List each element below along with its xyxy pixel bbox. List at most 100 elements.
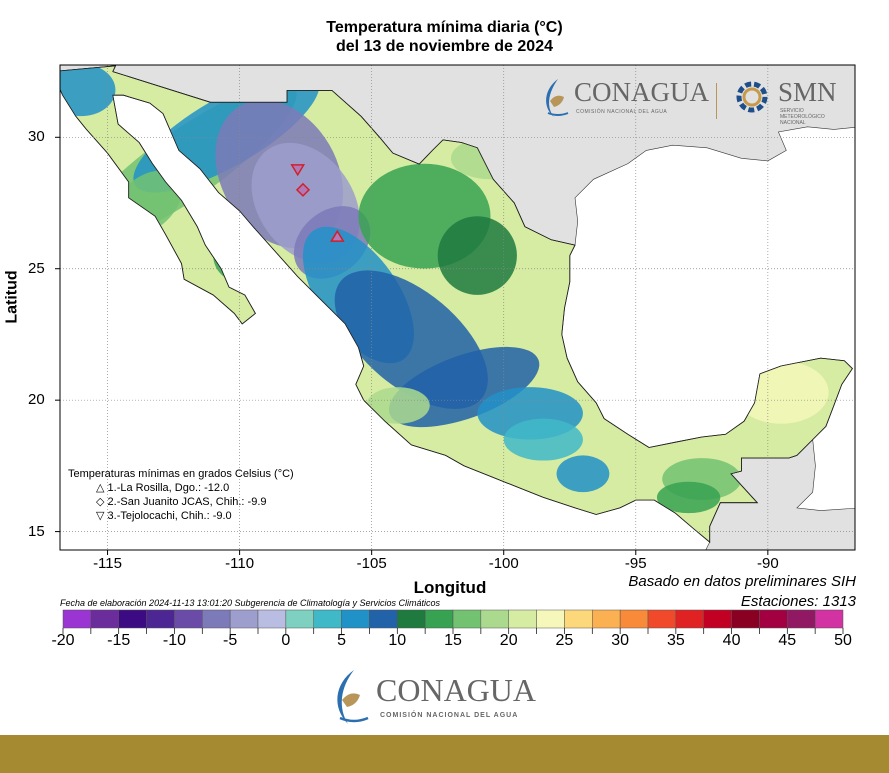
title-line-2: del 13 de noviembre de 2024 xyxy=(336,38,553,55)
x-tick-label: -115 xyxy=(93,555,122,572)
y-tick-label: 20 xyxy=(28,391,45,409)
legend-item: ▽ 3.-Tejolocachi, Chih.: -9.0 xyxy=(68,509,294,523)
triangle-up-icon: △ xyxy=(96,482,105,494)
smn-logo-icon xyxy=(736,81,768,113)
diamond-marker xyxy=(295,182,311,197)
colorbar-bin xyxy=(369,609,398,629)
colorbar-label: 5 xyxy=(337,632,347,649)
colorbar-bin xyxy=(229,609,259,629)
temperature-zone xyxy=(503,418,583,461)
colorbar-bin xyxy=(118,609,147,629)
colorbar-bin xyxy=(90,609,119,629)
logo-header: CONAGUA COMISIÓN NACIONAL DEL AGUA SMN S… xyxy=(540,75,850,126)
plot-frame xyxy=(59,64,856,551)
colorbar-bin xyxy=(257,609,287,629)
colorbar-bin xyxy=(592,609,621,629)
conagua-logo-icon xyxy=(546,79,569,117)
temperature-zone xyxy=(656,481,721,514)
colorbar-bin xyxy=(341,609,370,629)
y-tick-label: 30 xyxy=(28,128,45,146)
colorbar-bin xyxy=(397,609,426,629)
x-tick-label: -100 xyxy=(488,555,519,572)
colorbar-bin xyxy=(285,609,314,629)
colorbar-label: 15 xyxy=(444,632,462,649)
colorbar-label: -10 xyxy=(162,632,186,649)
colorbar-bin xyxy=(146,609,175,629)
legend-item-label: 3.-Tejolocachi, Chih.: -9.0 xyxy=(107,510,232,522)
colorbar-label: 40 xyxy=(722,632,741,649)
colorbar-bin xyxy=(814,609,844,629)
temperature-zone xyxy=(556,455,610,493)
colorbar-bin xyxy=(480,609,509,629)
colorbar-label: 30 xyxy=(611,632,630,649)
station-markers xyxy=(290,164,345,242)
triangle-down-marker xyxy=(290,164,306,177)
colorbar-bin xyxy=(536,609,565,629)
triangle-down-icon: ▽ xyxy=(96,510,105,522)
legend-item: △ 1.-La Rosilla, Dgo.: -12.0 xyxy=(68,481,294,495)
map-title: Temperatura mínima diaria (°C) del 13 de… xyxy=(0,18,889,56)
extremes-legend: Temperaturas mínimas en grados Celsius (… xyxy=(68,467,294,523)
colorbar-label: -5 xyxy=(223,632,238,649)
colorbar-bin xyxy=(508,609,537,629)
colorbar-bin xyxy=(731,609,760,629)
colorbar-bin xyxy=(703,609,732,629)
logo-divider xyxy=(716,83,717,119)
colorbar-bin xyxy=(787,609,816,629)
colorbar-bin xyxy=(452,609,482,629)
x-tick-label: -105 xyxy=(356,555,387,572)
conagua-logo-icon xyxy=(337,670,369,724)
colorbar-bin xyxy=(202,609,231,629)
colorbar-bin xyxy=(424,609,454,629)
legend-item-label: 2.-San Juanito JCAS, Chih.: -9.9 xyxy=(107,496,267,508)
colorbar-bin xyxy=(62,609,92,629)
colorbar-bin xyxy=(647,609,677,629)
data-source-note: Basado en datos preliminares SIH xyxy=(628,573,856,590)
smn-logo-subtitle: SERVICIO METEOROLÓGICO NACIONAL xyxy=(780,108,825,126)
colorbar-label: 20 xyxy=(499,632,518,649)
colorbar-bin xyxy=(564,609,593,629)
colorbar-label: -15 xyxy=(107,632,131,649)
temperature-zone xyxy=(60,65,116,117)
colorbar-label: 0 xyxy=(281,632,291,649)
colorbar-label: -20 xyxy=(51,632,75,649)
y-tick-label: 15 xyxy=(28,522,45,540)
legend-item: ◇ 2.-San Juanito JCAS, Chih.: -9.9 xyxy=(68,495,294,509)
colorbar-bin xyxy=(619,609,649,629)
mexico-outline xyxy=(60,65,853,543)
x-tick-label: -95 xyxy=(624,555,647,572)
colorbar-label: 25 xyxy=(555,632,574,649)
axis-ticks xyxy=(55,136,769,555)
conagua-logo-text: CONAGUA xyxy=(376,672,536,708)
x-axis-label: Longitud xyxy=(413,578,487,597)
colorbar-bin xyxy=(675,609,704,629)
temperature-zone xyxy=(366,387,430,424)
colorbar-bin xyxy=(759,609,788,629)
elaboration-date: Fecha de elaboración 2024-11-13 13:01:20… xyxy=(60,598,441,608)
colorbar-label: 45 xyxy=(778,632,797,649)
x-tick-label: -90 xyxy=(756,555,779,572)
footer-band xyxy=(0,735,889,773)
conagua-logo-subtitle: COMISIÓN NACIONAL DEL AGUA xyxy=(576,109,668,115)
conagua-logo-text: CONAGUA xyxy=(574,77,709,107)
conagua-footer-logo: CONAGUA COMISIÓN NACIONAL DEL AGUA xyxy=(330,668,570,728)
colorbar-label: 35 xyxy=(666,632,685,649)
smn-logo-text: SMN xyxy=(778,77,837,107)
x-tick-label: -110 xyxy=(225,555,255,572)
legend-item-label: 1.-La Rosilla, Dgo.: -12.0 xyxy=(107,482,230,494)
colorbar-label: 50 xyxy=(834,632,852,649)
conagua-logo-subtitle: COMISIÓN NACIONAL DEL AGUA xyxy=(380,712,519,719)
colorbar xyxy=(62,609,844,634)
colorbar-label: 10 xyxy=(388,632,407,649)
legend-title: Temperaturas mínimas en grados Celsius (… xyxy=(68,468,294,480)
temperature-zone xyxy=(437,216,517,295)
colorbar-bin xyxy=(313,609,342,629)
y-axis-label: Latitud xyxy=(3,270,21,324)
colorbar-bin xyxy=(174,609,203,629)
y-tick-label: 25 xyxy=(28,259,45,277)
grid-lines xyxy=(60,65,855,550)
diamond-icon: ◇ xyxy=(96,496,105,508)
stations-count: Estaciones: 1313 xyxy=(740,593,856,610)
title-line-1: Temperatura mínima diaria (°C) xyxy=(326,19,563,36)
